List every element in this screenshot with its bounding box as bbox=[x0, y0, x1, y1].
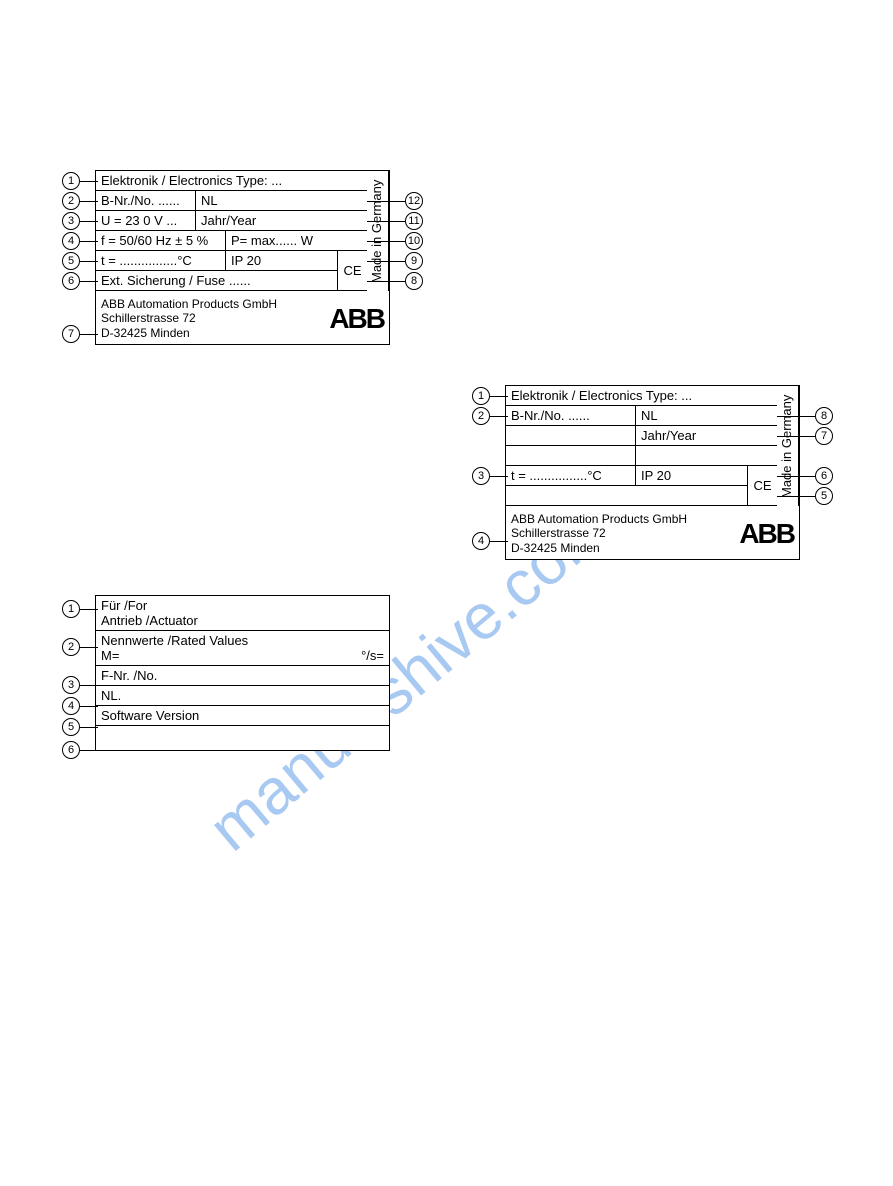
callout-p2-r5: 5 bbox=[815, 487, 833, 505]
p2-addr2: Schillerstrasse 72 bbox=[511, 526, 739, 540]
callout-p1-r10: 10 bbox=[405, 232, 423, 250]
callout-p1-l4: 4 bbox=[62, 232, 80, 250]
abb-logo: ABB bbox=[739, 518, 794, 550]
callout-p2-r6: 6 bbox=[815, 467, 833, 485]
p1-row3b: Jahr/Year bbox=[196, 211, 367, 230]
p3-row2c: °/s= bbox=[361, 648, 384, 663]
p2-row2a: B-Nr./No. ...... bbox=[506, 406, 636, 425]
p3-row1a: Für /For bbox=[101, 598, 384, 613]
callout-p2-l2: 2 bbox=[472, 407, 490, 425]
callout-p1-l2: 2 bbox=[62, 192, 80, 210]
callout-p1-l7: 7 bbox=[62, 325, 80, 343]
nameplate-3: Für /For Antrieb /Actuator Nennwerte /Ra… bbox=[95, 595, 390, 751]
callout-p3-l6: 6 bbox=[62, 741, 80, 759]
callout-p3-l2: 2 bbox=[62, 638, 80, 656]
p1-ce: CE bbox=[337, 251, 367, 291]
callout-p1-l3: 3 bbox=[62, 212, 80, 230]
callout-p1-l5: 5 bbox=[62, 252, 80, 270]
nameplate-1: Elektronik / Electronics Type: ... B-Nr.… bbox=[95, 170, 390, 345]
p3-row4: NL. bbox=[96, 686, 389, 705]
p3-row6 bbox=[96, 726, 389, 750]
p1-made-in-germany: Made in Germany bbox=[367, 171, 389, 291]
p3-row2a: Nennwerte /Rated Values bbox=[101, 633, 384, 648]
callout-p2-r8: 8 bbox=[815, 407, 833, 425]
p2-addr1: ABB Automation Products GmbH bbox=[511, 512, 739, 526]
p3-row5: Software Version bbox=[96, 706, 389, 725]
callout-p3-l1: 1 bbox=[62, 600, 80, 618]
callout-p3-l3: 3 bbox=[62, 676, 80, 694]
p2-row4b bbox=[636, 446, 777, 465]
nameplate-2: Elektronik / Electronics Type: ... B-Nr.… bbox=[505, 385, 800, 560]
p1-addr3: D-32425 Minden bbox=[101, 326, 329, 340]
p2-row2b: NL bbox=[636, 406, 777, 425]
p1-row4b: P= max...... W bbox=[226, 231, 367, 250]
p3-row1b: Antrieb /Actuator bbox=[101, 613, 384, 628]
callout-p3-l4: 4 bbox=[62, 697, 80, 715]
callout-p2-l4: 4 bbox=[472, 532, 490, 550]
callout-p2-r7: 7 bbox=[815, 427, 833, 445]
p2-row5a: t = ................°C bbox=[506, 466, 636, 485]
p2-row4a bbox=[506, 446, 636, 465]
p2-ce: CE bbox=[747, 466, 777, 506]
p2-row3b: Jahr/Year bbox=[636, 426, 777, 445]
abb-logo: ABB bbox=[329, 303, 384, 335]
p1-addr2: Schillerstrasse 72 bbox=[101, 311, 329, 325]
p1-row6: Ext. Sicherung / Fuse ...... bbox=[96, 271, 337, 290]
p1-row5b: IP 20 bbox=[226, 251, 337, 270]
callout-p1-r8: 8 bbox=[405, 272, 423, 290]
callout-p1-r12: 12 bbox=[405, 192, 423, 210]
callout-p1-r11: 11 bbox=[405, 212, 423, 230]
p1-addr1: ABB Automation Products GmbH bbox=[101, 297, 329, 311]
p1-row4a: f = 50/60 Hz ± 5 % bbox=[96, 231, 226, 250]
p1-row2a: B-Nr./No. ...... bbox=[96, 191, 196, 210]
p3-row2b: M= bbox=[101, 648, 119, 663]
p2-row3a bbox=[506, 426, 636, 445]
callout-p2-l3: 3 bbox=[472, 467, 490, 485]
p3-row3: F-Nr. /No. bbox=[96, 666, 389, 685]
p2-row6 bbox=[506, 486, 747, 505]
p2-row1: Elektronik / Electronics Type: ... bbox=[506, 386, 777, 405]
p2-addr3: D-32425 Minden bbox=[511, 541, 739, 555]
p2-made-in-germany: Made in Germany bbox=[777, 386, 799, 506]
callout-p1-r9: 9 bbox=[405, 252, 423, 270]
p1-row3a: U = 23 0 V ... bbox=[96, 211, 196, 230]
callout-p2-l1: 1 bbox=[472, 387, 490, 405]
callout-p1-l6: 6 bbox=[62, 272, 80, 290]
p2-row5b: IP 20 bbox=[636, 466, 747, 485]
p1-row2b: NL bbox=[196, 191, 367, 210]
callout-p3-l5: 5 bbox=[62, 718, 80, 736]
p1-row1: Elektronik / Electronics Type: ... bbox=[96, 171, 367, 190]
callout-p1-l1: 1 bbox=[62, 172, 80, 190]
p1-row5a: t = ................°C bbox=[96, 251, 226, 270]
